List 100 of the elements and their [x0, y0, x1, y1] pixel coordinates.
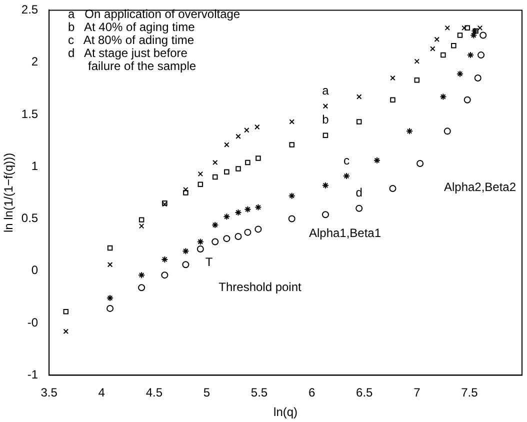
- annotation: a: [322, 83, 330, 98]
- point: [244, 206, 252, 213]
- y-axis-title: ln ln(1/(1−f(q))): [2, 152, 16, 233]
- y-tick-label: 1.5: [21, 106, 38, 121]
- point: [470, 32, 478, 39]
- point: [480, 32, 487, 39]
- annotation: b: [322, 112, 330, 127]
- point: [138, 217, 144, 222]
- x-tick-label: 3.5: [40, 386, 58, 400]
- point: [198, 171, 204, 177]
- point: [478, 52, 485, 59]
- annotation: b At 40% of aging time: [68, 20, 195, 34]
- annotation: c At 80% of ading time: [68, 33, 196, 47]
- point: [430, 46, 436, 52]
- point: [234, 233, 242, 240]
- point: [234, 209, 242, 216]
- annotation: Threshold point: [218, 280, 302, 294]
- point: [356, 119, 362, 124]
- point: [390, 75, 396, 81]
- point: [223, 213, 230, 220]
- point: [288, 215, 296, 222]
- y-tick-label: -0: [27, 315, 38, 330]
- point: [224, 169, 230, 174]
- point: [451, 43, 456, 48]
- point: [244, 228, 252, 236]
- point: [138, 284, 146, 292]
- point: [212, 174, 218, 180]
- point: [342, 172, 350, 180]
- point: [198, 182, 204, 187]
- point: [161, 256, 168, 263]
- x-tick-label: 7: [414, 386, 421, 400]
- point: [107, 245, 113, 251]
- annotation: Alpha1,Beta1: [308, 226, 382, 240]
- point: [254, 124, 260, 130]
- point: [212, 222, 219, 229]
- annotation: Alpha2,Beta2: [444, 180, 516, 194]
- point: [182, 248, 190, 255]
- point: [440, 93, 447, 100]
- annotation: d At stage just before failure of the sample: [68, 46, 198, 73]
- point: [212, 238, 219, 246]
- annotation: d: [356, 186, 362, 200]
- point: [183, 190, 188, 196]
- point: [138, 272, 146, 279]
- x-tick-label: 4.5: [146, 386, 163, 400]
- point: [444, 25, 450, 31]
- point: [464, 96, 471, 104]
- point: [224, 142, 230, 148]
- point: [416, 160, 424, 167]
- point: [289, 119, 294, 124]
- point: [373, 156, 380, 164]
- y-tick-label: -1: [27, 368, 38, 382]
- x-tick-label: 5: [203, 386, 210, 400]
- point: [467, 52, 474, 59]
- point: [322, 132, 328, 138]
- x-tick-label: 7.5: [461, 386, 478, 400]
- point: [322, 211, 329, 218]
- point: [236, 166, 241, 172]
- point: [63, 328, 69, 334]
- point: [256, 156, 261, 161]
- x-tick-label: 6.5: [356, 386, 374, 400]
- x-tick-label: 4: [98, 386, 106, 400]
- y-tick-label: 2.5: [21, 2, 38, 17]
- point: [474, 74, 482, 82]
- point: [464, 25, 470, 31]
- point: [322, 182, 329, 189]
- point: [254, 204, 262, 211]
- x-tick-label: 6: [308, 386, 316, 400]
- point: [212, 160, 218, 166]
- point: [322, 104, 328, 109]
- y-tick-label: 0: [31, 263, 38, 278]
- point: [390, 97, 396, 103]
- point: [356, 204, 363, 212]
- x-axis-title: ln(q): [274, 405, 298, 420]
- point: [444, 128, 451, 135]
- point: [254, 226, 262, 233]
- point: [196, 238, 204, 246]
- point: [414, 58, 420, 64]
- point: [196, 246, 204, 253]
- point: [63, 308, 69, 314]
- point: [106, 294, 114, 302]
- y-tick-label: 0.5: [21, 211, 38, 226]
- point: [223, 235, 230, 242]
- point: [356, 94, 362, 100]
- annotation: c: [343, 153, 350, 168]
- point: [389, 185, 396, 192]
- point: [161, 272, 168, 279]
- point: [107, 262, 113, 268]
- point: [440, 52, 446, 58]
- point: [406, 128, 414, 135]
- x-tick-label: 5.5: [250, 386, 268, 400]
- point: [236, 134, 241, 140]
- point: [245, 160, 250, 166]
- y-tick-label: 2: [31, 54, 38, 69]
- point: [182, 261, 190, 268]
- point: [414, 77, 420, 83]
- point: [477, 25, 483, 31]
- point: [456, 70, 464, 78]
- point: [471, 28, 478, 35]
- point: [138, 223, 144, 229]
- point: [457, 32, 463, 38]
